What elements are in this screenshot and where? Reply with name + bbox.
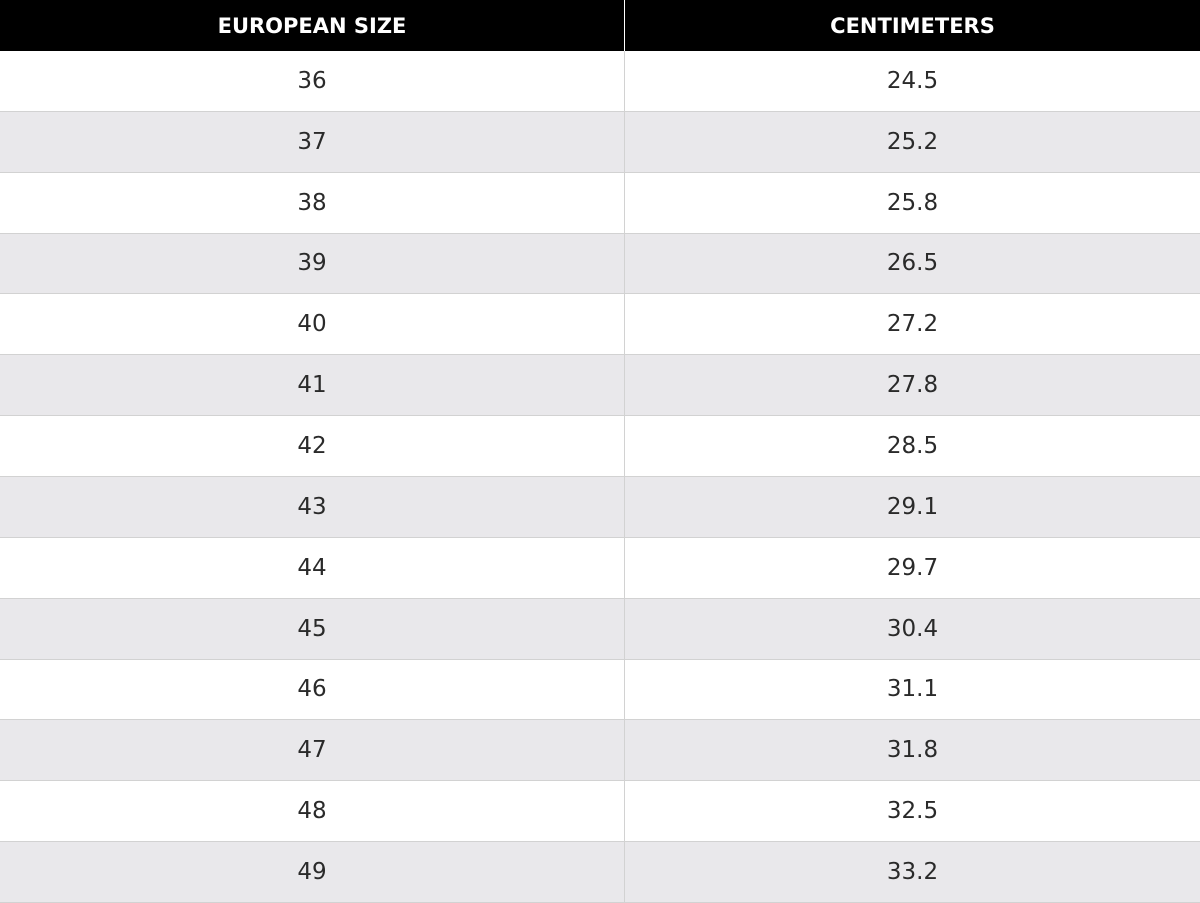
table-cell: 44 xyxy=(0,537,625,599)
table-cell: 32.5 xyxy=(625,781,1200,843)
table-cell: 33.2 xyxy=(625,842,1200,903)
table-cell: 36 xyxy=(0,51,625,112)
table-cell: 29.1 xyxy=(625,477,1200,538)
header-cell: EUROPEAN SIZE xyxy=(0,0,625,51)
table-cell: 31.8 xyxy=(625,720,1200,782)
table-cell: 25.8 xyxy=(625,173,1200,234)
table-cell: 48 xyxy=(0,781,625,843)
table-cell: 37 xyxy=(0,111,625,173)
table-cell: 24.5 xyxy=(625,51,1200,112)
table-cell: 41 xyxy=(0,355,625,417)
table-cell: 29.7 xyxy=(625,538,1200,599)
table-cell: 49 xyxy=(0,842,625,903)
table-cell: 47 xyxy=(0,720,625,782)
table-cell: 31.1 xyxy=(625,660,1200,721)
table-cell: 28.5 xyxy=(625,416,1200,477)
table-cell: 40 xyxy=(0,294,625,356)
table-cell: 39 xyxy=(0,233,625,295)
table-cell: 42 xyxy=(0,416,625,477)
table-cell: 25.2 xyxy=(625,111,1200,173)
table-cell: 26.5 xyxy=(625,233,1200,295)
table-cell: 27.2 xyxy=(625,294,1200,356)
table-cell: 27.8 xyxy=(625,355,1200,417)
table-cell: 45 xyxy=(0,598,625,660)
table-cell: 43 xyxy=(0,477,625,538)
table-cell: 30.4 xyxy=(625,598,1200,660)
table-cell: 38 xyxy=(0,172,625,234)
table-cell: 46 xyxy=(0,659,625,721)
header-cell: CENTIMETERS xyxy=(625,0,1200,51)
